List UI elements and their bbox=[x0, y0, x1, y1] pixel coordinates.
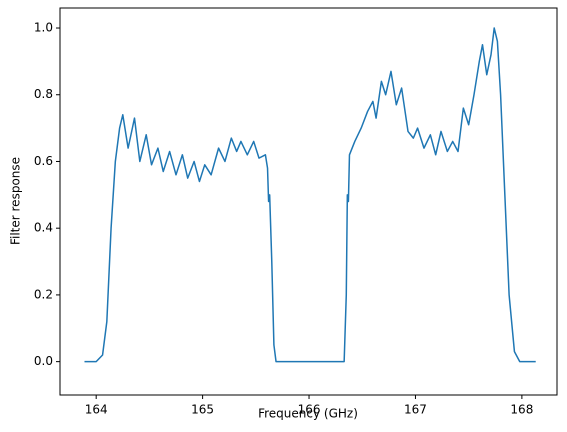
x-tick-label: 165 bbox=[191, 403, 214, 417]
x-tick-label: 167 bbox=[404, 403, 427, 417]
y-tick-label: 0.6 bbox=[34, 154, 53, 168]
x-tick-label: 168 bbox=[510, 403, 533, 417]
y-tick-label: 0.2 bbox=[34, 287, 53, 301]
x-tick-label: 164 bbox=[85, 403, 108, 417]
y-tick-label: 1.0 bbox=[34, 21, 53, 35]
y-tick-label: 0.4 bbox=[34, 221, 53, 235]
axes-frame bbox=[59, 7, 558, 396]
line-series bbox=[84, 27, 536, 363]
x-tick-label: 166 bbox=[298, 403, 321, 417]
y-axis-label: Filter response bbox=[9, 157, 23, 245]
y-tick-label: 0.8 bbox=[34, 87, 53, 101]
y-tick-label: 0.0 bbox=[34, 354, 53, 368]
x-axis-label: Frequency (GHz) bbox=[258, 407, 358, 421]
